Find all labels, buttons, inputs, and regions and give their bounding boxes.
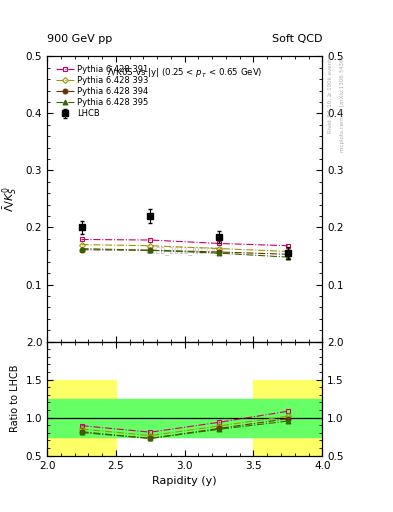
Text: Soft QCD: Soft QCD (272, 33, 322, 44)
X-axis label: Rapidity (y): Rapidity (y) (152, 476, 217, 486)
Pythia 6.428 394 (217, 249, 222, 255)
Line: Pythia 6.428 395: Pythia 6.428 395 (79, 246, 290, 260)
Line: Pythia 6.428 391: Pythia 6.428 391 (79, 237, 290, 248)
Pythia 6.428 394 (148, 247, 153, 253)
Pythia 6.428 394 (79, 247, 84, 253)
Y-axis label: Ratio to LHCB: Ratio to LHCB (10, 365, 20, 432)
Bar (47, 379, 116, 456)
Line: Pythia 6.428 394: Pythia 6.428 394 (79, 247, 290, 257)
Legend: Pythia 6.428 391, Pythia 6.428 393, Pythia 6.428 394, Pythia 6.428 395, LHCB: Pythia 6.428 391, Pythia 6.428 393, Pyth… (54, 63, 151, 120)
Pythia 6.428 395 (217, 250, 222, 256)
Text: $\bar{\Lambda}$/K0S vs |y| (0.25 < $p_T$ < 0.65 GeV): $\bar{\Lambda}$/K0S vs |y| (0.25 < $p_T$… (107, 65, 263, 80)
Text: mcplots.cern.ch [arXiv:1306.3436]: mcplots.cern.ch [arXiv:1306.3436] (340, 56, 345, 152)
Bar (253, 379, 322, 456)
Pythia 6.428 391 (285, 243, 290, 249)
Pythia 6.428 391 (148, 237, 153, 243)
Bar (47, 399, 322, 437)
Pythia 6.428 394 (285, 251, 290, 258)
Pythia 6.428 393 (217, 246, 222, 252)
Text: LHCB_2011_I917009: LHCB_2011_I917009 (145, 246, 224, 255)
Pythia 6.428 395 (79, 246, 84, 252)
Y-axis label: $\bar{\Lambda}/K^0_S$: $\bar{\Lambda}/K^0_S$ (1, 186, 20, 212)
Text: Rivet 3.1.10, ≥ 100k events: Rivet 3.1.10, ≥ 100k events (328, 56, 333, 134)
Pythia 6.428 391 (79, 237, 84, 243)
Pythia 6.428 393 (79, 242, 84, 248)
Pythia 6.428 395 (148, 247, 153, 253)
Pythia 6.428 393 (148, 243, 153, 249)
Pythia 6.428 395 (285, 254, 290, 260)
Text: 900 GeV pp: 900 GeV pp (47, 33, 112, 44)
Pythia 6.428 391 (217, 240, 222, 246)
Line: Pythia 6.428 393: Pythia 6.428 393 (79, 243, 290, 253)
Pythia 6.428 393 (285, 248, 290, 254)
